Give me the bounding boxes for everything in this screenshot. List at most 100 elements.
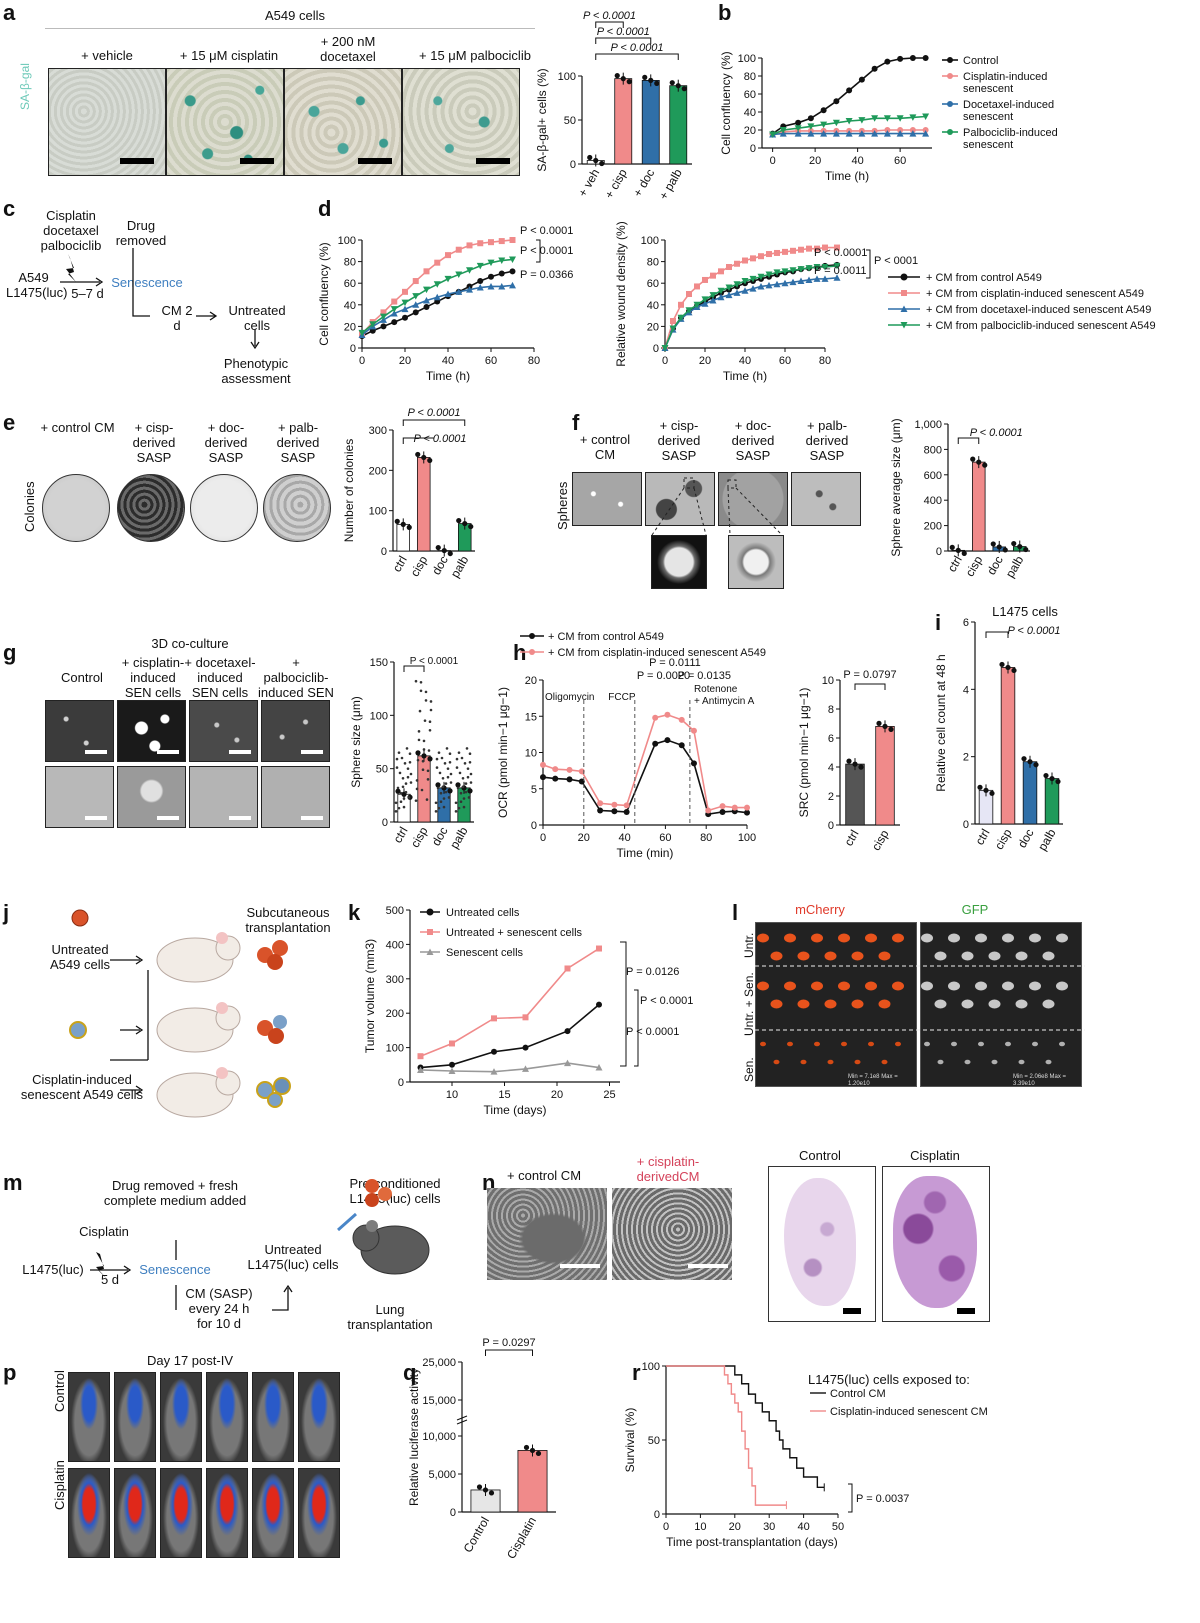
q-axis-break: [456, 1415, 468, 1421]
r-xtick-label: 30: [763, 1521, 775, 1533]
a-micrograph-docetaxel: [284, 68, 402, 176]
f-ytick-label: 400: [924, 495, 942, 507]
d2-ytick-label: 20: [647, 321, 659, 333]
i-sig: P < 0.0001: [1007, 625, 1060, 637]
e-dot: [456, 517, 462, 524]
g-point: [444, 782, 448, 785]
panel-letter-b: b: [718, 0, 732, 25]
r-sig: P = 0.0037: [856, 1493, 909, 1505]
d2-point: [709, 292, 717, 299]
l-organ-gfp: [1029, 981, 1041, 991]
g-point: [404, 782, 408, 785]
l-organ-gfp: [1005, 1041, 1011, 1047]
d1-point: [509, 237, 516, 243]
f-dot: [982, 462, 988, 468]
h-legend-marker: [529, 649, 535, 655]
a-micrograph-palbociclib: [402, 68, 520, 176]
l-organ-mcherry: [814, 1041, 820, 1047]
i-cat-label: ctrl: [972, 827, 992, 848]
j-senescent-cell-icon: [69, 1021, 87, 1039]
h1-sig: P = 0.0020: [637, 670, 690, 682]
g-point: [444, 790, 448, 794]
b-xtick-label: 20: [809, 155, 821, 167]
l-organ-mcherry: [827, 1059, 834, 1065]
a-dot: [614, 73, 620, 79]
h1-ytick-label: 5: [531, 784, 537, 796]
l-organ-mcherry: [838, 981, 850, 991]
g-point: [419, 689, 423, 693]
r-legend-label: Control CM: [830, 1388, 886, 1400]
h1-point: [540, 761, 546, 768]
l-organ-mcherry: [770, 999, 783, 1009]
g-point: [394, 810, 398, 813]
d2-point: [833, 262, 841, 270]
d2-point: [734, 260, 740, 267]
d1-point: [455, 288, 463, 295]
e-cond-2: + cisp-derived SASP: [132, 420, 176, 465]
r-y-label: Survival (%): [623, 1408, 637, 1473]
n-scalebar-2: [688, 1264, 728, 1268]
g-point: [437, 751, 441, 754]
b-point: [871, 130, 879, 137]
d1-point: [455, 271, 463, 279]
a-sig-bracket: [595, 37, 652, 44]
b-point: [858, 76, 865, 83]
h1-ytick-label: 20: [525, 675, 537, 687]
d1-point: [509, 256, 516, 263]
d2-point: [805, 276, 813, 283]
g-point: [428, 720, 432, 724]
d1-point: [423, 296, 430, 304]
g-point: [415, 779, 419, 782]
g-point: [405, 747, 409, 750]
d-legend-label: + CM from control A549: [926, 272, 1042, 284]
c-lightning-icon: [66, 254, 76, 282]
d1-p2: P < 0.0001: [520, 245, 573, 257]
panel-letter-m: m: [3, 1170, 23, 1195]
h2-cat-label: ctrl: [841, 828, 861, 849]
l-scale-right: Min = 2.06e8 Max = 3.39e10: [1013, 1074, 1067, 1087]
e-ytick-label: 300: [369, 425, 387, 437]
f-cat-label: palb: [1003, 553, 1027, 580]
b-point: [909, 55, 916, 61]
b-xtick-label: 0: [770, 155, 776, 167]
g-point: [437, 806, 441, 810]
d2-ytick-label: 100: [641, 235, 659, 247]
a-ytick-label: 0: [570, 159, 576, 171]
d2-point: [741, 278, 749, 285]
f-ytick-label: 600: [924, 470, 942, 482]
k-point: [417, 1066, 424, 1073]
m-syringe-icon: [337, 1212, 357, 1232]
a-cat-label: + doc: [630, 167, 657, 200]
m-cisplatin: Cisplatin: [79, 1224, 129, 1239]
panel-letter-q: q: [403, 1360, 417, 1385]
g-scalebar-5: [85, 816, 107, 820]
q-cat-label: Cisplatin: [504, 1515, 539, 1562]
d1-point: [391, 319, 398, 326]
f-img-ctrl: [572, 472, 642, 526]
h1-xtick-label: 0: [540, 832, 546, 844]
f-dot: [970, 456, 976, 462]
j-tumor-icon-3: [256, 1077, 291, 1108]
f-dot: [990, 541, 996, 547]
d1-point: [401, 305, 409, 313]
d1-point: [402, 288, 408, 295]
e-dish-palb: [263, 474, 331, 542]
g-point: [454, 810, 458, 813]
panel-letter-h: h: [513, 640, 527, 665]
k-xtick-label: 15: [498, 1089, 510, 1101]
q-ytick-label: 25,000: [422, 1357, 456, 1369]
h2-ytick-label: 6: [828, 733, 834, 745]
l-organ-gfp: [934, 951, 947, 961]
d2-xtick-label: 0: [662, 355, 668, 367]
k-series-1: [420, 947, 600, 1057]
d2-point: [749, 275, 757, 283]
f-ytick-label: 1,000: [914, 419, 942, 431]
g-point: [466, 767, 470, 770]
l-organ-mcherry: [811, 933, 823, 943]
d2-point: [686, 291, 692, 297]
d1-point: [476, 262, 484, 270]
l-organ-mcherry: [760, 1041, 766, 1047]
b-point: [807, 123, 815, 130]
k-series-0: [420, 1003, 600, 1069]
